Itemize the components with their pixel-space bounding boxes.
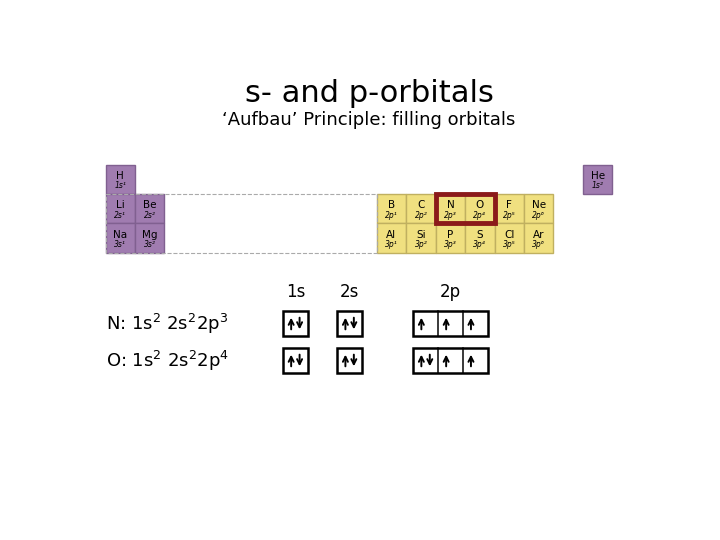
Bar xyxy=(106,165,135,194)
Text: 2p⁴: 2p⁴ xyxy=(474,211,486,220)
Text: 2p: 2p xyxy=(440,283,461,301)
Bar xyxy=(135,224,164,253)
Bar xyxy=(337,311,362,336)
Bar xyxy=(406,224,436,253)
Text: Ne: Ne xyxy=(531,200,546,210)
Text: Na: Na xyxy=(113,230,127,240)
Text: 2p⁵: 2p⁵ xyxy=(503,211,516,220)
Bar xyxy=(495,224,524,253)
Bar xyxy=(106,224,135,253)
Text: H: H xyxy=(117,171,124,181)
Text: 3s¹: 3s¹ xyxy=(114,240,126,249)
Bar xyxy=(524,194,554,224)
Bar xyxy=(436,224,465,253)
Bar xyxy=(337,348,362,373)
Text: 3p²: 3p² xyxy=(415,240,427,249)
Bar xyxy=(283,348,307,373)
Bar xyxy=(106,194,135,224)
Text: N: 1s$^2$ 2s$^2$2p$^3$: N: 1s$^2$ 2s$^2$2p$^3$ xyxy=(106,312,228,335)
Bar xyxy=(135,194,164,224)
Bar xyxy=(283,311,307,336)
Text: 2p³: 2p³ xyxy=(444,211,456,220)
Text: C: C xyxy=(417,200,425,210)
Bar xyxy=(524,224,554,253)
Bar xyxy=(495,194,524,224)
Text: B: B xyxy=(388,200,395,210)
Bar xyxy=(583,165,612,194)
Text: Ar: Ar xyxy=(533,230,544,240)
Text: Cl: Cl xyxy=(504,230,515,240)
Text: 2p⁶: 2p⁶ xyxy=(532,211,545,220)
Text: 3p⁶: 3p⁶ xyxy=(532,240,545,249)
Text: 2s²: 2s² xyxy=(144,211,156,220)
Text: P: P xyxy=(447,230,454,240)
Bar xyxy=(436,194,465,224)
Text: Al: Al xyxy=(387,230,397,240)
Bar xyxy=(406,194,436,224)
Text: 1s²: 1s² xyxy=(592,181,603,191)
Bar xyxy=(377,194,406,224)
Text: Si: Si xyxy=(416,230,426,240)
Text: ‘Aufbau’ Principle: filling orbitals: ‘Aufbau’ Principle: filling orbitals xyxy=(222,111,516,129)
Text: 3p³: 3p³ xyxy=(444,240,456,249)
Bar xyxy=(436,194,495,224)
Text: 1s: 1s xyxy=(286,283,305,301)
Text: N: N xyxy=(446,200,454,210)
Bar xyxy=(377,224,406,253)
Bar xyxy=(465,194,495,224)
Text: O: O xyxy=(476,200,484,210)
Text: 3s²: 3s² xyxy=(144,240,156,249)
Text: 2s: 2s xyxy=(340,283,359,301)
Bar xyxy=(465,224,495,253)
Text: Li: Li xyxy=(116,200,125,210)
Bar xyxy=(413,311,487,336)
Text: s- and p-orbitals: s- and p-orbitals xyxy=(245,79,493,107)
Bar xyxy=(106,194,377,253)
Text: 3p¹: 3p¹ xyxy=(385,240,398,249)
Text: Be: Be xyxy=(143,200,156,210)
Text: He: He xyxy=(590,171,605,181)
Bar xyxy=(413,348,487,373)
Text: 1s¹: 1s¹ xyxy=(114,181,126,191)
Text: 2p²: 2p² xyxy=(415,211,427,220)
Text: F: F xyxy=(506,200,512,210)
Text: 3p⁴: 3p⁴ xyxy=(474,240,486,249)
Text: 3p⁵: 3p⁵ xyxy=(503,240,516,249)
Text: 2p¹: 2p¹ xyxy=(385,211,398,220)
Text: 2s¹: 2s¹ xyxy=(114,211,126,220)
Text: O: 1s$^2$ 2s$^2$2p$^4$: O: 1s$^2$ 2s$^2$2p$^4$ xyxy=(106,348,228,373)
Text: S: S xyxy=(477,230,483,240)
Text: Mg: Mg xyxy=(142,230,158,240)
